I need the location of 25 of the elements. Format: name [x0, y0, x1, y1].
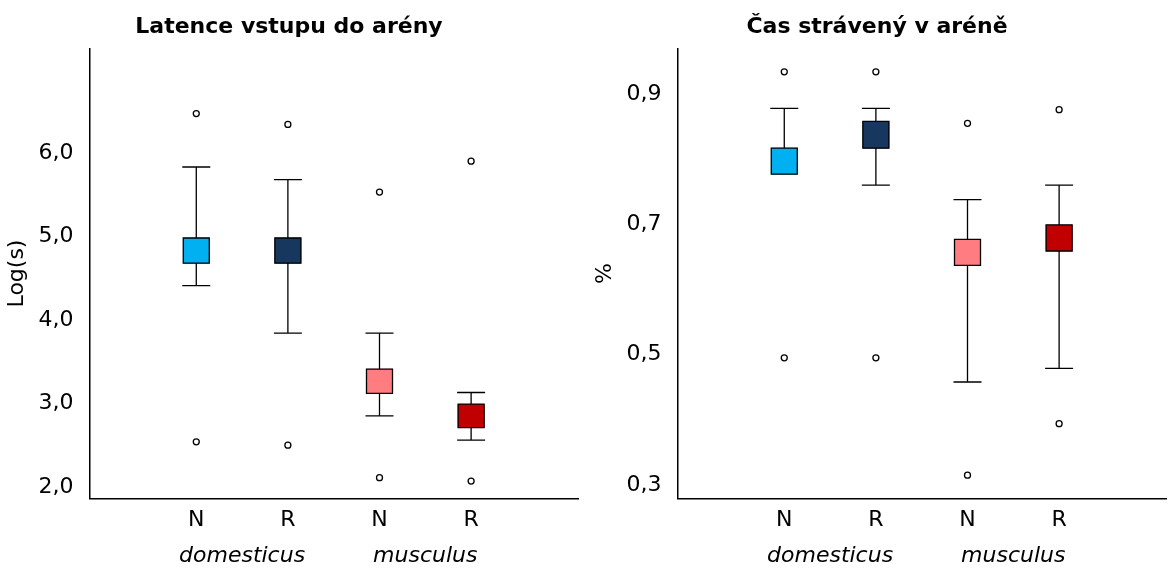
y-tick-label: 0,3 — [626, 470, 662, 496]
chart-title: Latence vstupu do arény — [135, 12, 443, 38]
y-tick-label: 0,5 — [626, 340, 662, 366]
x-tick-label: N — [371, 505, 388, 531]
y-tick-label: 0,7 — [626, 210, 662, 236]
y-tick-label: 4,0 — [38, 305, 74, 331]
y-tick-label: 2,0 — [38, 472, 74, 498]
text: musculus — [373, 541, 478, 567]
x-tick-label: N — [188, 505, 205, 531]
x-tick-label: R — [280, 505, 296, 531]
y-tick-label: 3,0 — [38, 389, 74, 415]
y-axis-title: Log(s) — [2, 239, 28, 308]
x-tick-label: N — [959, 505, 976, 531]
y-tick-label: 6,0 — [38, 138, 74, 164]
chart-title: Čas strávený v aréně — [746, 12, 1008, 38]
text: domesticus — [767, 541, 894, 567]
x-tick-label: N — [776, 505, 793, 531]
y-tick-label: 0,9 — [626, 79, 662, 105]
text: domesticus — [179, 541, 306, 567]
x-tick-label: R — [868, 505, 884, 531]
y-tick-label: 5,0 — [38, 222, 74, 248]
text: musculus — [961, 541, 1066, 567]
y-axis-title: % — [590, 263, 616, 284]
x-tick-label: R — [1051, 505, 1067, 531]
x-tick-label: R — [463, 505, 479, 531]
